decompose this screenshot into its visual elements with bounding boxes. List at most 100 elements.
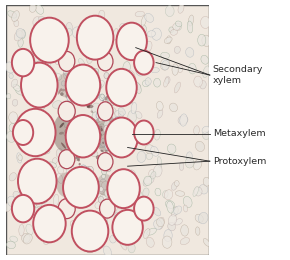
Ellipse shape xyxy=(195,141,204,152)
Ellipse shape xyxy=(143,178,150,186)
Ellipse shape xyxy=(9,124,16,132)
Ellipse shape xyxy=(43,238,49,244)
Ellipse shape xyxy=(37,128,42,134)
Ellipse shape xyxy=(92,103,101,115)
Ellipse shape xyxy=(96,174,114,196)
Ellipse shape xyxy=(33,81,42,93)
Ellipse shape xyxy=(186,48,194,57)
Ellipse shape xyxy=(46,182,52,190)
Ellipse shape xyxy=(100,138,107,147)
Ellipse shape xyxy=(45,81,52,89)
Ellipse shape xyxy=(171,207,178,217)
Ellipse shape xyxy=(23,142,30,150)
Ellipse shape xyxy=(166,36,171,44)
Ellipse shape xyxy=(52,158,57,164)
Ellipse shape xyxy=(12,99,18,106)
Ellipse shape xyxy=(77,116,83,125)
Ellipse shape xyxy=(135,11,144,17)
Circle shape xyxy=(100,113,105,118)
Ellipse shape xyxy=(14,31,23,41)
Ellipse shape xyxy=(180,238,190,245)
Ellipse shape xyxy=(109,117,118,127)
Ellipse shape xyxy=(59,150,75,169)
Ellipse shape xyxy=(126,82,133,94)
Circle shape xyxy=(80,196,84,201)
Circle shape xyxy=(114,131,118,136)
Ellipse shape xyxy=(72,83,81,89)
Circle shape xyxy=(114,126,121,135)
Circle shape xyxy=(92,125,97,131)
Circle shape xyxy=(98,196,104,203)
Ellipse shape xyxy=(63,69,68,80)
Ellipse shape xyxy=(102,158,107,161)
Ellipse shape xyxy=(5,202,12,212)
Ellipse shape xyxy=(18,38,23,47)
Ellipse shape xyxy=(157,218,164,227)
Ellipse shape xyxy=(164,37,172,43)
Ellipse shape xyxy=(126,138,135,149)
Ellipse shape xyxy=(99,10,105,19)
Ellipse shape xyxy=(175,23,182,30)
Ellipse shape xyxy=(102,99,104,102)
Ellipse shape xyxy=(133,190,142,202)
Ellipse shape xyxy=(43,140,52,151)
Ellipse shape xyxy=(145,13,154,22)
Ellipse shape xyxy=(164,190,173,200)
Circle shape xyxy=(79,76,84,83)
Circle shape xyxy=(80,129,84,135)
Ellipse shape xyxy=(195,227,200,235)
Ellipse shape xyxy=(9,173,17,181)
Circle shape xyxy=(89,180,93,185)
Ellipse shape xyxy=(145,78,151,85)
Ellipse shape xyxy=(161,52,170,58)
Ellipse shape xyxy=(29,175,39,187)
Ellipse shape xyxy=(203,66,209,77)
Ellipse shape xyxy=(134,82,141,93)
Ellipse shape xyxy=(154,78,161,87)
Ellipse shape xyxy=(128,40,134,51)
Circle shape xyxy=(82,77,88,84)
Ellipse shape xyxy=(147,228,156,235)
Ellipse shape xyxy=(45,80,52,88)
Ellipse shape xyxy=(79,223,87,230)
Circle shape xyxy=(82,128,87,134)
Ellipse shape xyxy=(126,47,132,56)
Ellipse shape xyxy=(194,187,202,196)
Ellipse shape xyxy=(56,149,63,158)
Ellipse shape xyxy=(16,29,25,38)
Ellipse shape xyxy=(108,114,117,120)
Ellipse shape xyxy=(141,15,146,26)
Ellipse shape xyxy=(42,81,47,90)
Ellipse shape xyxy=(96,131,98,136)
Ellipse shape xyxy=(72,27,82,38)
Ellipse shape xyxy=(99,216,108,228)
Ellipse shape xyxy=(88,187,97,198)
Ellipse shape xyxy=(120,192,129,204)
Ellipse shape xyxy=(74,153,80,160)
Ellipse shape xyxy=(77,94,82,100)
Circle shape xyxy=(91,187,97,194)
Ellipse shape xyxy=(132,180,136,187)
Ellipse shape xyxy=(81,123,88,133)
Ellipse shape xyxy=(147,31,155,37)
Ellipse shape xyxy=(59,30,64,36)
Ellipse shape xyxy=(74,135,81,139)
Circle shape xyxy=(78,122,86,131)
Ellipse shape xyxy=(98,124,106,135)
Circle shape xyxy=(113,190,117,195)
Ellipse shape xyxy=(72,115,77,124)
Ellipse shape xyxy=(168,222,175,231)
Ellipse shape xyxy=(100,150,104,152)
Ellipse shape xyxy=(21,30,26,38)
Ellipse shape xyxy=(57,172,77,197)
Circle shape xyxy=(98,115,104,122)
Ellipse shape xyxy=(64,122,70,128)
Ellipse shape xyxy=(65,93,71,98)
Ellipse shape xyxy=(13,84,21,91)
Ellipse shape xyxy=(194,159,202,170)
Ellipse shape xyxy=(72,211,108,252)
Ellipse shape xyxy=(177,66,183,73)
Ellipse shape xyxy=(174,206,182,214)
Ellipse shape xyxy=(171,29,177,35)
Ellipse shape xyxy=(41,121,48,129)
